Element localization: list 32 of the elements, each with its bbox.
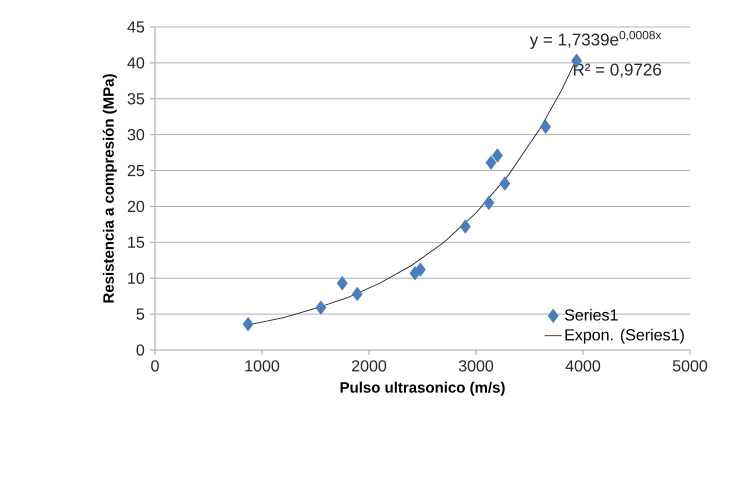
point (483, 196, 494, 210)
x-tick-label: 1000 (245, 360, 280, 372)
y-tick-label: 5 (136, 308, 144, 320)
point (499, 176, 510, 191)
point (492, 148, 503, 163)
x-axis-title: Pulso ultrasonico (m/s) (340, 382, 505, 396)
y-tick-label: 25 (128, 164, 144, 176)
x-tick-label: 3000 (458, 360, 494, 372)
y-tick-label: 0 (136, 344, 144, 356)
point (336, 276, 348, 290)
x-tick-label: 2000 (352, 360, 386, 372)
x-tick-label: 0 (151, 360, 159, 372)
point (315, 300, 326, 315)
y-axis-title: Resistencia a compresión (MPa) (102, 74, 117, 303)
y-tick-label: 40 (127, 57, 144, 69)
point (352, 286, 363, 302)
y-tick-label: 35 (128, 93, 144, 104)
x-tick-label: 5000 (672, 360, 708, 372)
y-tick-label: 30 (128, 129, 144, 140)
y-tick-label: 45 (127, 21, 144, 33)
legend-label: Expon. (Series1) (565, 328, 684, 344)
x-tick-label: 4000 (566, 360, 600, 372)
point (540, 120, 552, 134)
y-tick-label: 15 (128, 236, 144, 248)
legend-label: Series1 (564, 308, 618, 321)
point (486, 155, 496, 170)
point (242, 316, 254, 332)
point (414, 262, 426, 277)
annotation: y = 1,7339e$^{0,0008x}$ (530, 30, 662, 49)
point (460, 219, 471, 234)
y-tick-label: 10 (128, 272, 144, 284)
y-tick-label: 20 (128, 200, 144, 212)
